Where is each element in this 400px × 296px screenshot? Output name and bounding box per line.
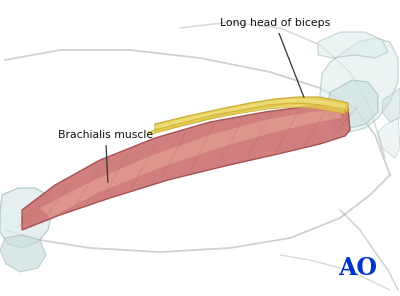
Polygon shape [328,80,378,128]
Polygon shape [378,118,400,158]
Polygon shape [40,110,342,218]
Text: Long head of biceps: Long head of biceps [220,18,330,97]
Polygon shape [155,97,348,132]
Polygon shape [320,38,398,132]
Text: AO: AO [338,256,377,280]
Polygon shape [0,235,46,272]
Polygon shape [0,188,52,248]
Polygon shape [382,88,400,122]
Polygon shape [155,99,345,129]
Polygon shape [22,105,350,230]
Polygon shape [148,103,345,135]
Polygon shape [318,32,388,58]
Text: Brachialis muscle: Brachialis muscle [58,130,153,182]
